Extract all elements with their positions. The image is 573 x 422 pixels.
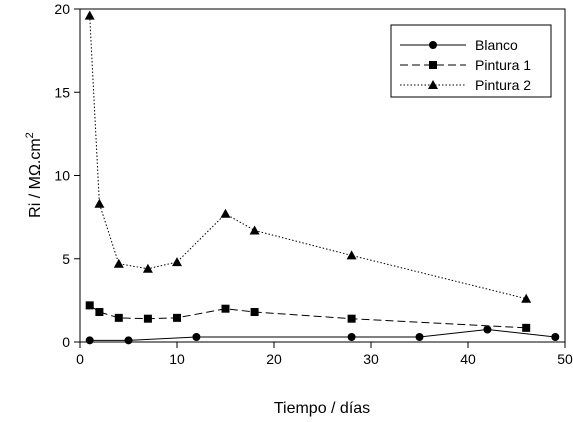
data-point [551,333,560,342]
data-point [173,313,181,322]
legend-item: Pintura 2 [400,77,531,93]
x-tick-label: 40 [460,351,476,367]
data-point [521,293,532,303]
data-point [94,198,105,208]
legend-item: Blanco [400,37,518,53]
data-point [347,333,356,342]
legend: Blanco Pintura 1 Pintura 2 [390,24,552,98]
x-tick-label: 10 [169,351,185,367]
data-point [250,308,259,317]
series-line [89,15,527,300]
x-tick-label: 50 [557,351,573,367]
series-layer [84,10,560,345]
legend-marker [429,41,437,49]
data-point [220,208,231,218]
y-axis-title-superscript: 2 [24,132,36,138]
y-tick-label: 20 [54,1,70,17]
data-point [172,257,182,267]
series-line [89,304,527,329]
y-tick-label: 5 [62,251,70,267]
data-point [85,336,94,345]
data-point [124,336,133,345]
y-tick-label: 10 [54,168,70,184]
x-tick-label: 0 [76,351,84,367]
legend-marker [429,61,437,69]
legend-items: Blanco Pintura 1 Pintura 2 [400,37,531,93]
data-point [347,314,356,323]
data-point [415,333,424,342]
y-tick-label: 15 [54,84,70,100]
data-point [84,10,95,20]
y-axis-title: Ri / MΩ.cm2 [24,132,44,218]
data-point [85,301,94,310]
data-point [346,250,357,260]
data-point [221,304,230,313]
y-axis-title-main: Ri / MΩ.cm [27,138,44,218]
series-3 [84,10,532,303]
data-point [249,225,260,235]
data-point [114,313,123,322]
legend-label: Blanco [475,37,518,53]
x-tick-label: 20 [266,351,282,367]
legend-label: Pintura 2 [475,77,531,93]
data-point [143,314,152,323]
data-point [483,325,492,334]
axis-ticks: 0 10 20 30 40 50 0 5 10 15 20 [54,1,573,367]
x-axis-title: Tiempo / días [274,400,370,417]
data-point [95,308,104,317]
data-point [113,258,124,268]
legend-item: Pintura 1 [400,57,531,73]
x-tick-label: 30 [363,351,379,367]
series-1 [85,325,560,345]
data-point [142,263,153,273]
y-tick-label: 0 [62,334,70,350]
data-point [522,323,531,332]
data-point [192,333,201,342]
series-2 [85,301,531,332]
legend-label: Pintura 1 [475,57,531,73]
legend-marker [428,80,438,89]
